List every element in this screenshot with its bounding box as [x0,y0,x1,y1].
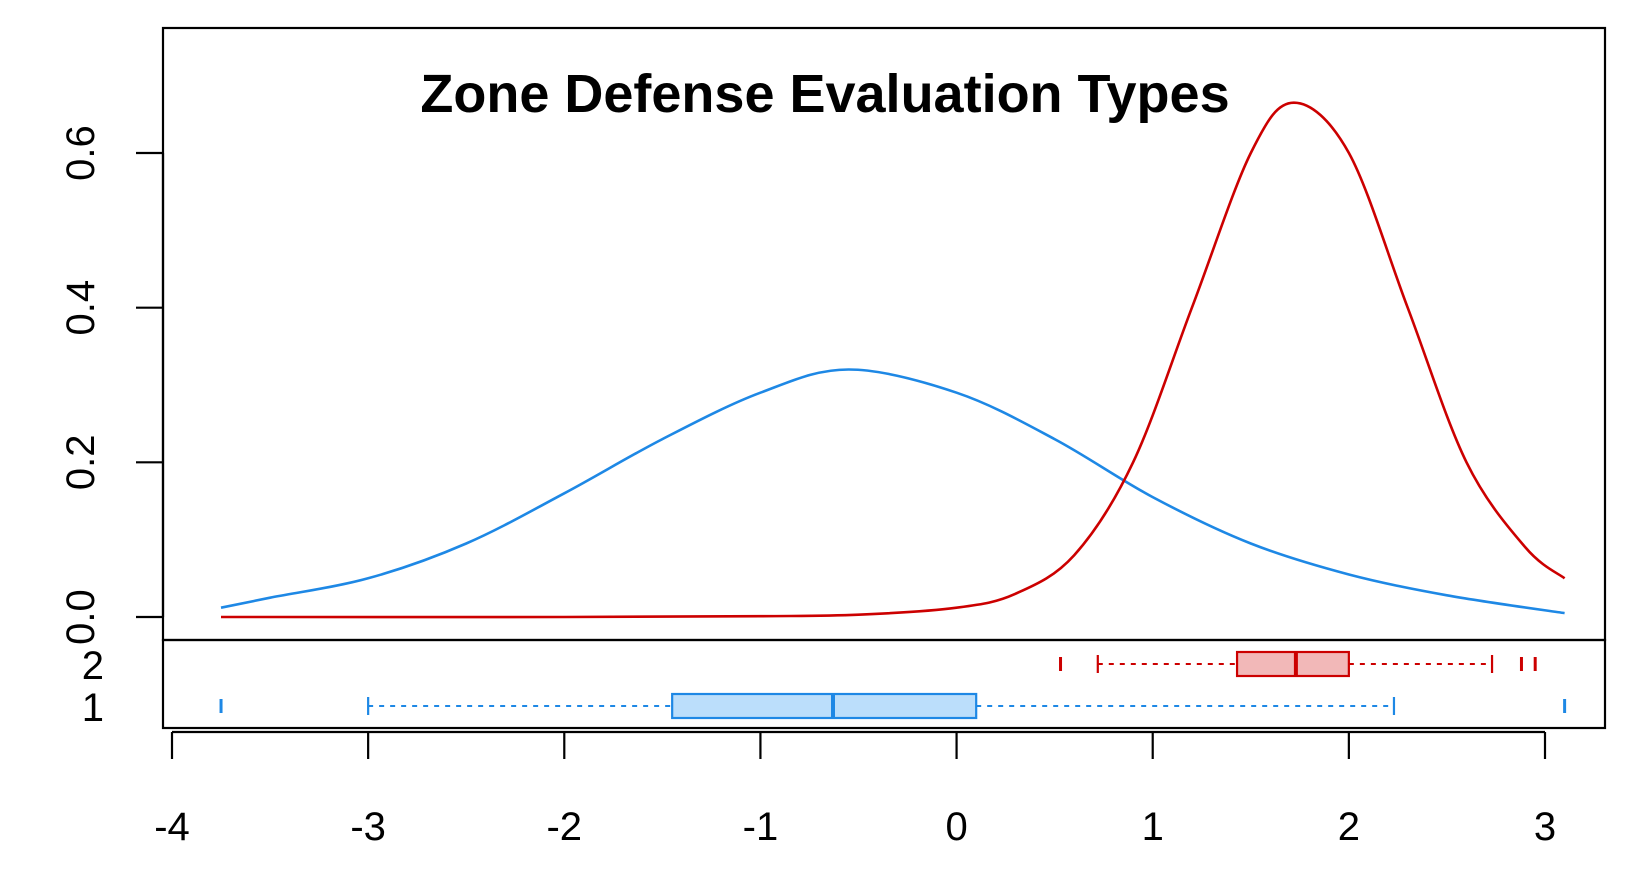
boxplot-box-1 [671,692,978,720]
boxplot-series-1 [219,692,1567,720]
boxplot-box-2 [1235,650,1350,678]
density-curve-series-1 [220,368,1565,615]
y-tick-label-2: 0.2 [59,435,103,491]
x-tick-label-4: -1 [743,805,779,849]
x-tick-label-2: -3 [350,805,386,849]
y-tick-label-4: 0.6 [59,125,103,181]
boxplot-series-2 [1059,650,1537,678]
boxplot-row-label-1: 1 [82,686,104,730]
y-tick-label-1: 0.0 [59,589,103,645]
x-tick-label-7: 2 [1338,805,1360,849]
chart-title: Zone Defense Evaluation Types [420,64,1229,124]
x-tick-label-1: -4 [154,805,190,849]
x-tick-label-3: -2 [546,805,582,849]
boxplots [219,650,1567,720]
x-tick-label-5: 0 [945,805,967,849]
density-curves [220,101,1566,619]
axes: -4 -3 -2 -1 0 1 2 30.00.20.40.612 [59,125,1556,849]
boxplot-panel-frame [161,638,1607,730]
y-tick-label-3: 0.4 [59,280,103,336]
boxplot-row-label-2: 2 [82,644,104,688]
x-tick-label-6: 1 [1142,805,1164,849]
density-curve-series-2 [220,101,1566,619]
x-tick-label-8: 3 [1534,805,1556,849]
